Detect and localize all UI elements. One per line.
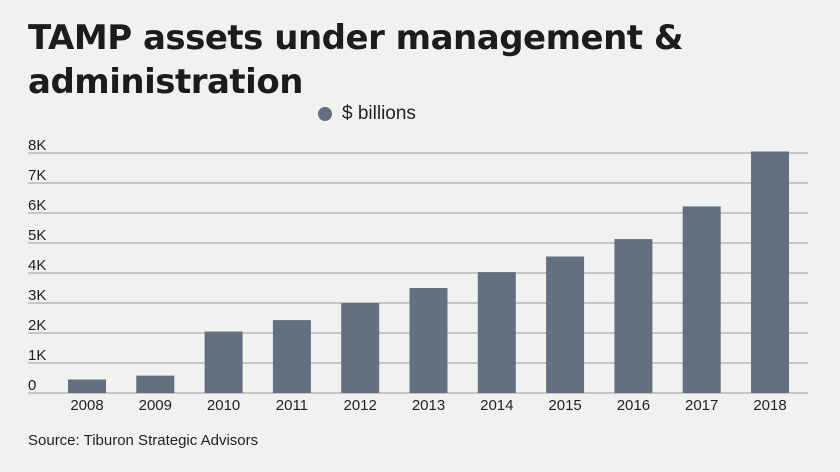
x-tick-label: 2010: [207, 397, 240, 414]
x-tick-label: 2011: [276, 397, 308, 414]
bars: [68, 151, 789, 393]
bar-2015: [546, 256, 585, 393]
y-axis-ticks: 0 1K 2K 3K 4K 5K 6K 7K 8K: [28, 137, 46, 394]
bar-2010: [204, 331, 243, 393]
x-tick-label: 2009: [139, 397, 172, 414]
legend-swatch: [318, 107, 332, 121]
y-tick-label: 6K: [28, 197, 46, 214]
bar-2017: [682, 206, 721, 393]
x-tick-label: 2014: [480, 397, 513, 414]
x-tick-label: 2016: [617, 397, 650, 414]
bar-2009: [136, 375, 175, 393]
y-tick-label: 2K: [28, 317, 46, 334]
legend: $ billions: [318, 103, 416, 125]
bar-2008: [68, 379, 106, 393]
bar-2011: [272, 320, 311, 393]
y-tick-label: 5K: [28, 227, 46, 244]
bar-2018: [751, 151, 789, 393]
bar-2012: [341, 303, 380, 393]
bar-2013: [409, 288, 448, 393]
x-tick-label: 2013: [412, 397, 445, 414]
bar-2016: [614, 239, 653, 393]
x-tick-label: 2015: [548, 397, 581, 414]
y-tick-label: 4K: [28, 257, 46, 274]
x-tick-label: 2018: [753, 397, 786, 414]
x-tick-label: 2012: [344, 397, 377, 414]
bar-2014: [477, 272, 516, 393]
legend-label: $ billions: [342, 103, 416, 124]
x-tick-label: 2017: [685, 397, 718, 414]
y-tick-label: 3K: [28, 287, 46, 304]
y-tick-label: 0: [28, 377, 36, 394]
source-note: Source: Tiburon Strategic Advisors: [28, 432, 259, 449]
chart-title: TAMP assets under management & administr…: [28, 18, 684, 102]
y-tick-label: 8K: [28, 137, 46, 154]
x-tick-label: 2008: [70, 397, 103, 414]
y-tick-label: 7K: [28, 167, 46, 184]
x-axis-ticks: 2008 2009 2010 2011 2012 2013 2014 2015 2016 2017…: [70, 397, 786, 414]
y-tick-label: 1K: [28, 347, 46, 364]
